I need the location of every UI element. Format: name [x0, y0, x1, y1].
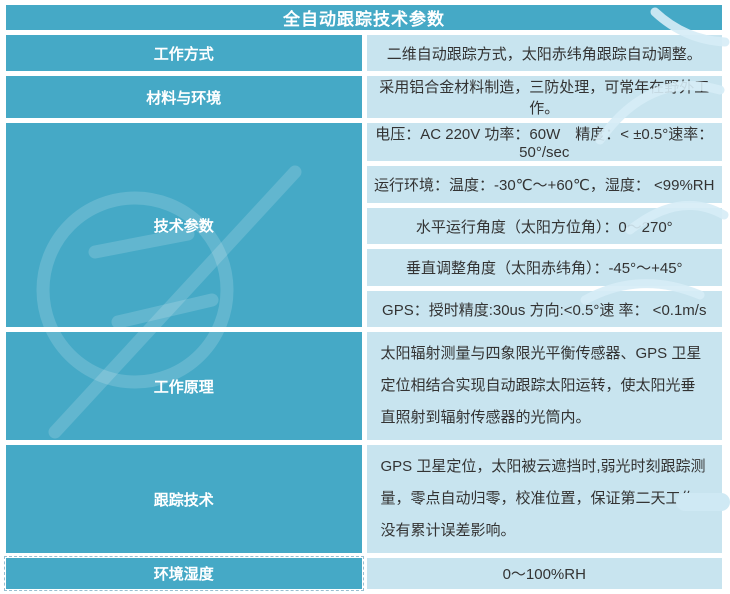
row-value-working-principle: 太阳辐射测量与四象限光平衡传感器、GPS 卫星定位相结合实现自动跟踪太阳运转，使…	[366, 332, 722, 440]
row-label-tracking-technology: 跟踪技术	[6, 445, 362, 553]
row-value-tracking-technology: GPS 卫星定位，太阳被云遮挡时,弱光时刻跟踪测量，零点自动归零，校准位置，保证…	[366, 445, 722, 553]
row-label-working-principle: 工作原理	[6, 332, 362, 440]
tech-param-vertical-angle: 垂直调整角度（太阳赤纬角）：-45°～+45°	[366, 249, 722, 286]
row-value-environment-humidity: 0～100%RH	[366, 558, 722, 589]
row-label-work-mode: 工作方式	[6, 35, 362, 71]
tech-param-power: 电压：AC 220V 功率：60W 精度：< ±0.5°速率：50°/sec	[366, 123, 722, 161]
row-value-material-environment: 采用铝合金材料制造，三防处理，可常年在野外工作。	[366, 76, 722, 118]
row-label-material-environment: 材料与环境	[6, 76, 362, 118]
tech-param-operating-environment: 运行环境：温度：-30℃～+60℃，湿度： <99%RH	[366, 166, 722, 203]
tech-param-gps: GPS：授时精度:30us 方向:<0.5°速 率： <0.1m/s	[366, 291, 722, 327]
row-label-environment-humidity: 环境湿度	[4, 556, 364, 591]
table-title: 全自动跟踪技术参数	[6, 5, 722, 30]
row-value-work-mode: 二维自动跟踪方式，太阳赤纬角跟踪自动调整。	[366, 35, 722, 71]
tech-param-horizontal-angle: 水平运行角度（太阳方位角）：0～270°	[366, 208, 722, 244]
spec-sheet-page: 全自动跟踪技术参数 工作方式 二维自动跟踪方式，太阳赤纬角跟踪自动调整。 材料与…	[4, 5, 730, 591]
row-label-technical-params: 技术参数	[6, 123, 362, 327]
